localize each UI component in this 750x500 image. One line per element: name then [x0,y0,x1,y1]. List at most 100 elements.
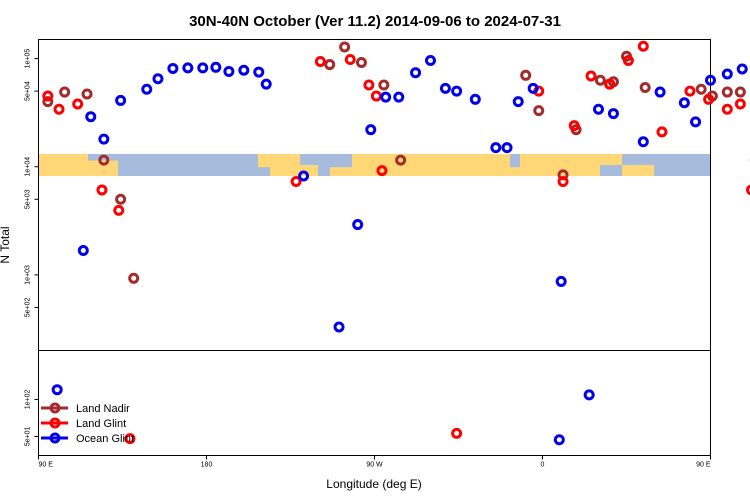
land-glint-point [557,176,569,188]
legend-marker [49,432,61,444]
ocean-glint-point [333,321,345,333]
y-tick-label: 5e+02 [25,298,32,318]
coastline-map-strip [39,154,710,176]
land-nadir-point [533,105,545,117]
land-nadir-point [81,88,93,100]
legend-marker [49,402,61,414]
x-tick-label: 0 [541,462,545,469]
ocean-glint-point [167,62,179,74]
ocean-glint-point [393,91,405,103]
ocean-glint-point [298,170,310,182]
land-glint-point [604,78,616,90]
land-nadir-point [339,41,351,53]
land-glint-point [568,120,580,132]
ocean-glint-point [469,93,481,105]
legend-label: Land Nadir [76,403,130,415]
land-glint-point [721,103,733,115]
y-axis-upper: 5e+02 1e+03 5e+03 1e+04 5e+04 1e+05 [25,49,39,318]
ocean-glint-point [555,275,567,287]
land-nadir-point [98,154,110,166]
legend: Land Nadir Land Glint Ocean Glint [41,402,134,445]
ocean-glint-point [85,111,97,123]
y-tick-label: 5e+04 [25,81,32,101]
ocean-glint-point [182,62,194,74]
land-glint-point [637,40,649,52]
ocean-glint-point [141,83,153,95]
y-axis-label: N Total [0,226,12,263]
land-glint-point [96,184,108,196]
ocean-glint-point [527,82,539,94]
ocean-glint-point [197,62,209,74]
data-points [42,40,750,446]
land-nadir-point [721,86,733,98]
ocean-glint-point [380,91,392,103]
ocean-glint-point [115,94,127,106]
land-glint-point [344,53,356,65]
ocean-glint-point [98,133,110,145]
x-axis-label: Longitude (deg E) [326,477,421,491]
ocean-glint-point [705,74,716,86]
land-nadir-point [378,79,390,91]
ocean-glint-point [690,116,702,128]
land-glint-point [370,90,382,102]
ocean-glint-point [238,64,250,76]
land-glint-point [42,90,54,102]
lower-plot-frame [38,350,711,456]
land-glint-point [585,70,597,82]
x-tick-label: 180 [201,462,213,469]
ocean-glint-point [253,66,265,78]
land-nadir-point [42,96,54,108]
y-axis-lower: 5e+01 1e+02 [25,390,39,446]
land-nadir-point [59,86,71,98]
ocean-glint-point [51,384,63,396]
ocean-glint-point [210,61,222,73]
land-glint-point [290,176,302,188]
ocean-glint-point [451,85,463,97]
land-glint-point [703,93,715,105]
legend-label: Land Glint [76,418,126,430]
land-glint-point [734,98,746,110]
land-nadir-point [115,193,127,205]
land-glint-point [113,204,125,216]
y-tick-label: 1e+03 [25,265,32,285]
land-nadir-point [395,154,407,166]
ocean-glint-point [77,245,89,257]
ocean-glint-point [260,78,272,90]
ocean-glint-point [501,142,513,154]
land-glint-point [72,98,84,110]
ocean-glint-point [410,67,422,79]
ocean-glint-point [352,219,364,231]
land-glint-point [622,54,634,66]
land-glint-point [451,427,463,439]
ocean-glint-point [678,97,690,109]
ocean-glint-point [365,124,377,136]
x-tick-label: 90 E [39,462,54,469]
ocean-glint-point [425,54,436,66]
y-tick-label: 1e+05 [25,49,32,69]
ocean-glint-point [439,82,451,94]
land-nadir-point [355,56,367,68]
ocean-glint-point [553,434,565,446]
y-tick-label: 1e+02 [25,390,32,410]
x-axis: 90 E 180 90 W 0 90 E [38,455,711,469]
land-nadir-point [128,272,140,284]
ocean-glint-point [593,103,604,115]
land-nadir-point [734,86,746,98]
land-glint-point [363,79,375,91]
land-glint-point [314,55,326,67]
ocean-glint-point [607,108,619,120]
ocean-glint-point [223,65,235,77]
land-glint-point [656,126,668,138]
land-nadir-point [594,74,606,86]
ocean-glint-point [736,63,748,75]
chart-title: 30N-40N October (Ver 11.2) 2014-09-06 to… [189,13,561,30]
y-tick-label: 1e+04 [25,157,32,177]
ocean-glint-point [721,68,733,80]
land-glint-point [124,433,136,445]
y-tick-label: 5e+03 [25,189,32,209]
ocean-glint-point [637,136,649,148]
x-tick-label: 90 E [696,462,711,469]
x-tick-label: 90 W [366,462,383,469]
legend-marker [49,417,61,429]
